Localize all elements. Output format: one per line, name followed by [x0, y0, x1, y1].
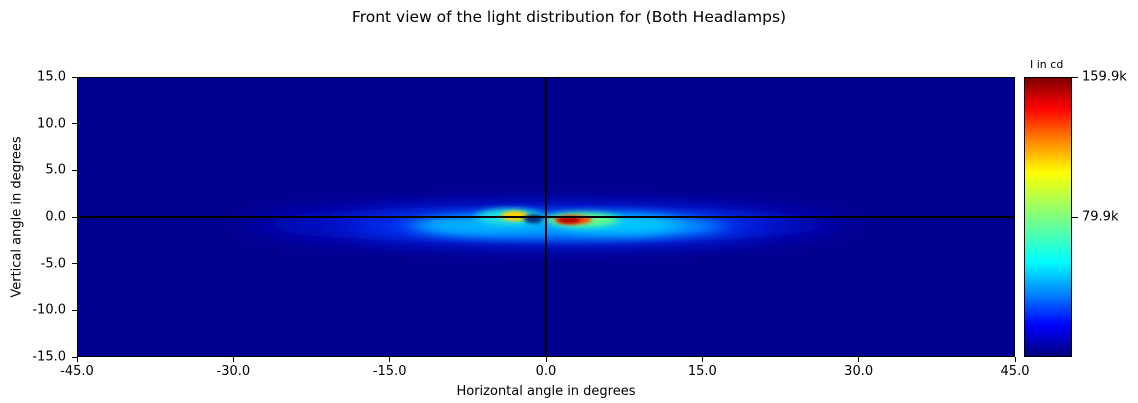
colorbar-tick-label: 79.9k — [1082, 209, 1119, 225]
x-tick-mark — [76, 357, 78, 362]
colorbar-tick-mark — [1072, 76, 1078, 78]
x-tick-label: 0.0 — [535, 364, 557, 379]
x-tick-mark — [232, 357, 234, 362]
y-axis-label: Vertical angle in degrees — [9, 136, 25, 298]
colorbar-label: I in cd — [1030, 58, 1064, 71]
x-tick-mark — [858, 357, 860, 362]
x-axis-label: Horizontal angle in degrees — [456, 384, 636, 399]
intensity-region — [524, 214, 543, 224]
x-tick-label: -30.0 — [216, 364, 251, 379]
x-tick-label: 15.0 — [687, 364, 717, 379]
y-tick-label: -15.0 — [32, 349, 66, 365]
y-tick-label: 10.0 — [37, 116, 66, 132]
x-tick-mark — [389, 357, 391, 362]
x-tick-mark — [545, 357, 547, 362]
x-tick-label: 30.0 — [844, 364, 874, 379]
chart-title: Front view of the light distribution for… — [351, 8, 787, 26]
x-tick-mark — [701, 357, 703, 362]
heatmap-plot-area — [77, 77, 1015, 357]
x-tick-label: -45.0 — [60, 364, 94, 379]
y-tick-label: 15.0 — [37, 69, 66, 85]
colorbar-tick-mark — [1072, 216, 1078, 218]
x-tick-mark — [1014, 357, 1016, 362]
x-tick-label: 45.0 — [1000, 364, 1030, 379]
y-tick-label: -10.0 — [32, 302, 66, 318]
colorbar — [1024, 77, 1072, 357]
colorbar-tick-label: 159.9k — [1082, 69, 1127, 85]
x-tick-label: -15.0 — [372, 364, 407, 379]
intensity-region — [557, 217, 581, 224]
